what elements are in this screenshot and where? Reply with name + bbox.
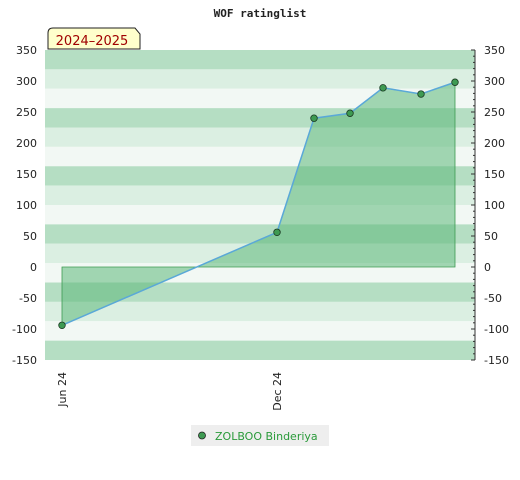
y-axis-left: 350 300 250 200 150 100 50 0 -50 -100 -150 xyxy=(12,44,37,367)
data-point xyxy=(58,321,66,329)
y-tick-label-right: 50 xyxy=(484,230,498,243)
y-tick-label-right: -150 xyxy=(484,354,509,367)
y-tick-label-left: -150 xyxy=(12,354,37,367)
chart-title: WOF ratinglist xyxy=(214,7,307,20)
data-point xyxy=(451,78,459,86)
legend-marker xyxy=(198,431,206,440)
background-band xyxy=(45,282,475,302)
y-tick-label-left: -50 xyxy=(19,292,37,305)
data-point xyxy=(417,90,425,98)
legend-background xyxy=(191,425,329,446)
data-point xyxy=(310,114,318,122)
y-tick-label-left: 100 xyxy=(16,199,37,212)
y-tick-label-right: 200 xyxy=(484,137,505,150)
y-tick-label-right: 250 xyxy=(484,106,505,119)
x-tick-label: Jun 24 xyxy=(56,372,69,408)
x-tick-label: Dec 24 xyxy=(271,372,284,411)
period-badge: 2024–2025 xyxy=(47,27,141,50)
y-tick-label-right: 150 xyxy=(484,168,505,181)
legend[interactable]: ZOLBOO Binderiya xyxy=(191,425,329,446)
background-band xyxy=(45,69,475,89)
y-tick-label-left: 50 xyxy=(23,230,37,243)
background-band xyxy=(45,340,475,360)
y-tick-label-right: 300 xyxy=(484,75,505,88)
y-tick-label-left: 300 xyxy=(16,75,37,88)
y-tick-label-left: 250 xyxy=(16,106,37,119)
y-tick-label-left: 200 xyxy=(16,137,37,150)
background-band xyxy=(45,50,475,70)
y-tick-label-right: 0 xyxy=(484,261,491,274)
y-tick-label-left: 350 xyxy=(16,44,37,57)
background-band xyxy=(45,321,475,341)
y-tick-label-right: 100 xyxy=(484,199,505,212)
y-tick-label-right: -100 xyxy=(484,323,509,336)
y-tick-label-right: -50 xyxy=(484,292,502,305)
period-badge-text: 2024–2025 xyxy=(56,34,129,49)
y-axis-right: 350 300 250 200 150 100 50 0 -50 -100 -150 xyxy=(471,44,509,367)
data-point xyxy=(379,84,387,92)
data-point xyxy=(273,228,281,236)
background-band xyxy=(45,301,475,322)
y-tick-label-left: 150 xyxy=(16,168,37,181)
y-tick-label-right: 350 xyxy=(484,44,505,57)
y-tick-label-left: 0 xyxy=(30,261,37,274)
legend-series-name: ZOLBOO Binderiya xyxy=(215,430,318,443)
x-axis: Jun 24 Dec 24 xyxy=(56,372,284,411)
marker-layer xyxy=(58,78,459,329)
data-point xyxy=(346,109,354,117)
y-tick-label-left: -100 xyxy=(12,323,37,336)
